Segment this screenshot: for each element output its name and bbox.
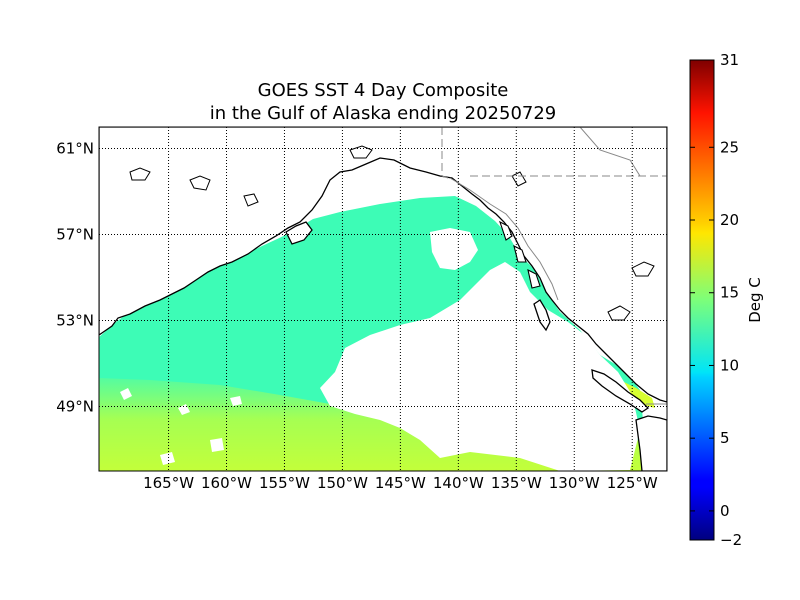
lake-outline: [129, 167, 151, 181]
colorbar-tick-label: 5: [720, 429, 730, 447]
longitude-label: 130°W: [549, 474, 600, 492]
colorbar-tick-label: 25: [720, 138, 739, 156]
border-alaska-yukon: [441, 127, 449, 179]
longitude-label: 135°W: [491, 474, 542, 492]
latitude-labels: 61°N 57°N 53°N 49°N: [56, 140, 94, 416]
longitude-label: 140°W: [433, 474, 484, 492]
lake-outline: [631, 261, 655, 277]
latitude-label: 57°N: [56, 226, 94, 244]
longitude-labels: 165°W 160°W 155°W 150°W 145°W 140°W 135°W 130°W…: [143, 474, 658, 492]
lake-outline: [349, 145, 373, 159]
missing-data-spots: [120, 388, 242, 465]
colorbar-tick-label: 20: [720, 211, 739, 229]
longitude-label: 165°W: [143, 474, 194, 492]
chart-title-line1: GOES SST 4 Day Composite: [257, 80, 509, 101]
longitude-label: 155°W: [259, 474, 310, 492]
map-frame: [98, 126, 668, 472]
colorbar-tick-label: 15: [720, 284, 739, 302]
colorbar-tick-label: 31: [720, 51, 739, 69]
colorbar-gradient: [689, 59, 715, 541]
chart-title-line2: in the Gulf of Alaska ending 20250729: [209, 103, 557, 124]
land-vancouver-island: [591, 369, 650, 413]
lake-outline: [243, 193, 259, 207]
missing-data-north: [430, 228, 478, 270]
longitude-label: 160°W: [201, 474, 252, 492]
longitude-label: 145°W: [375, 474, 426, 492]
land-washington: [635, 415, 667, 471]
colorbar-tick-label: 10: [720, 356, 739, 374]
longitude-label: 150°W: [317, 474, 368, 492]
land-alaska: [99, 127, 667, 403]
colorbar-label: Deg C: [746, 277, 764, 323]
graticule: [99, 127, 667, 471]
lake-outline: [511, 171, 527, 187]
sst-coastal-warm: [620, 380, 655, 408]
longitude-label: 125°W: [607, 474, 658, 492]
latitude-label: 53°N: [56, 312, 94, 330]
colorbar-tick-label: 0: [720, 502, 730, 520]
lake-outline: [189, 175, 211, 191]
colorbar: 31 25 20 15 10 5 0 −2 Deg C: [689, 51, 764, 549]
land-kodiak: [285, 221, 313, 245]
colorbar-tick-label: −2: [720, 531, 742, 549]
lake-outline: [607, 305, 631, 321]
land-haida-gwaii: [533, 299, 551, 332]
border-alaska-bc: [449, 177, 559, 301]
border-provinces: [579, 127, 641, 177]
latitude-label: 49°N: [56, 398, 94, 416]
latitude-label: 61°N: [56, 140, 94, 158]
